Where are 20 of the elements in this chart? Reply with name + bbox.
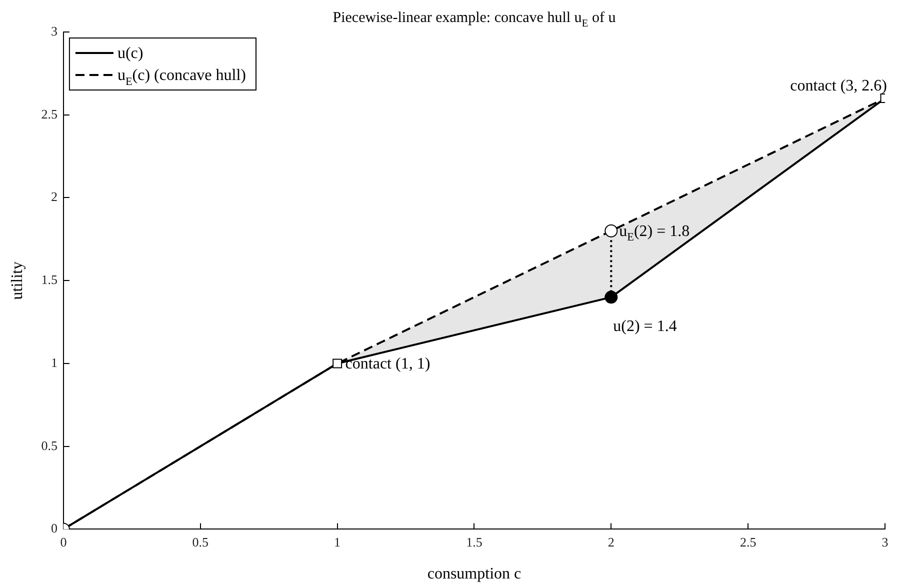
annotation: contact (1, 1) [345, 355, 430, 372]
y-tick-label: 2 [50, 189, 58, 204]
y-tick-label: 1 [50, 354, 58, 370]
y-tick-label: 1.5 [41, 272, 58, 288]
x-tick-label: 2.5 [740, 534, 756, 550]
y-tick-label: 0.5 [41, 438, 58, 453]
x-tick-label: 1 [334, 534, 341, 550]
x-tick-label: 1.5 [466, 534, 482, 550]
legend-label: u(c) [117, 45, 144, 62]
y-tick-label: 3 [50, 23, 58, 38]
y-tick-label: 2.5 [41, 106, 58, 122]
annotation: u(2) = 1.4 [613, 318, 677, 336]
y-axis-title: utility [8, 261, 26, 300]
annotation: contact (3, 2.6) [790, 77, 888, 94]
x-tick-label: 2 [608, 534, 614, 550]
x-tick-label: 3 [882, 534, 888, 550]
y-tick-label: 0 [50, 520, 58, 536]
x-tick-label: 0 [60, 534, 67, 550]
x-axis-title: consumption c [427, 566, 522, 583]
x-tick-label: 0.5 [192, 534, 208, 550]
